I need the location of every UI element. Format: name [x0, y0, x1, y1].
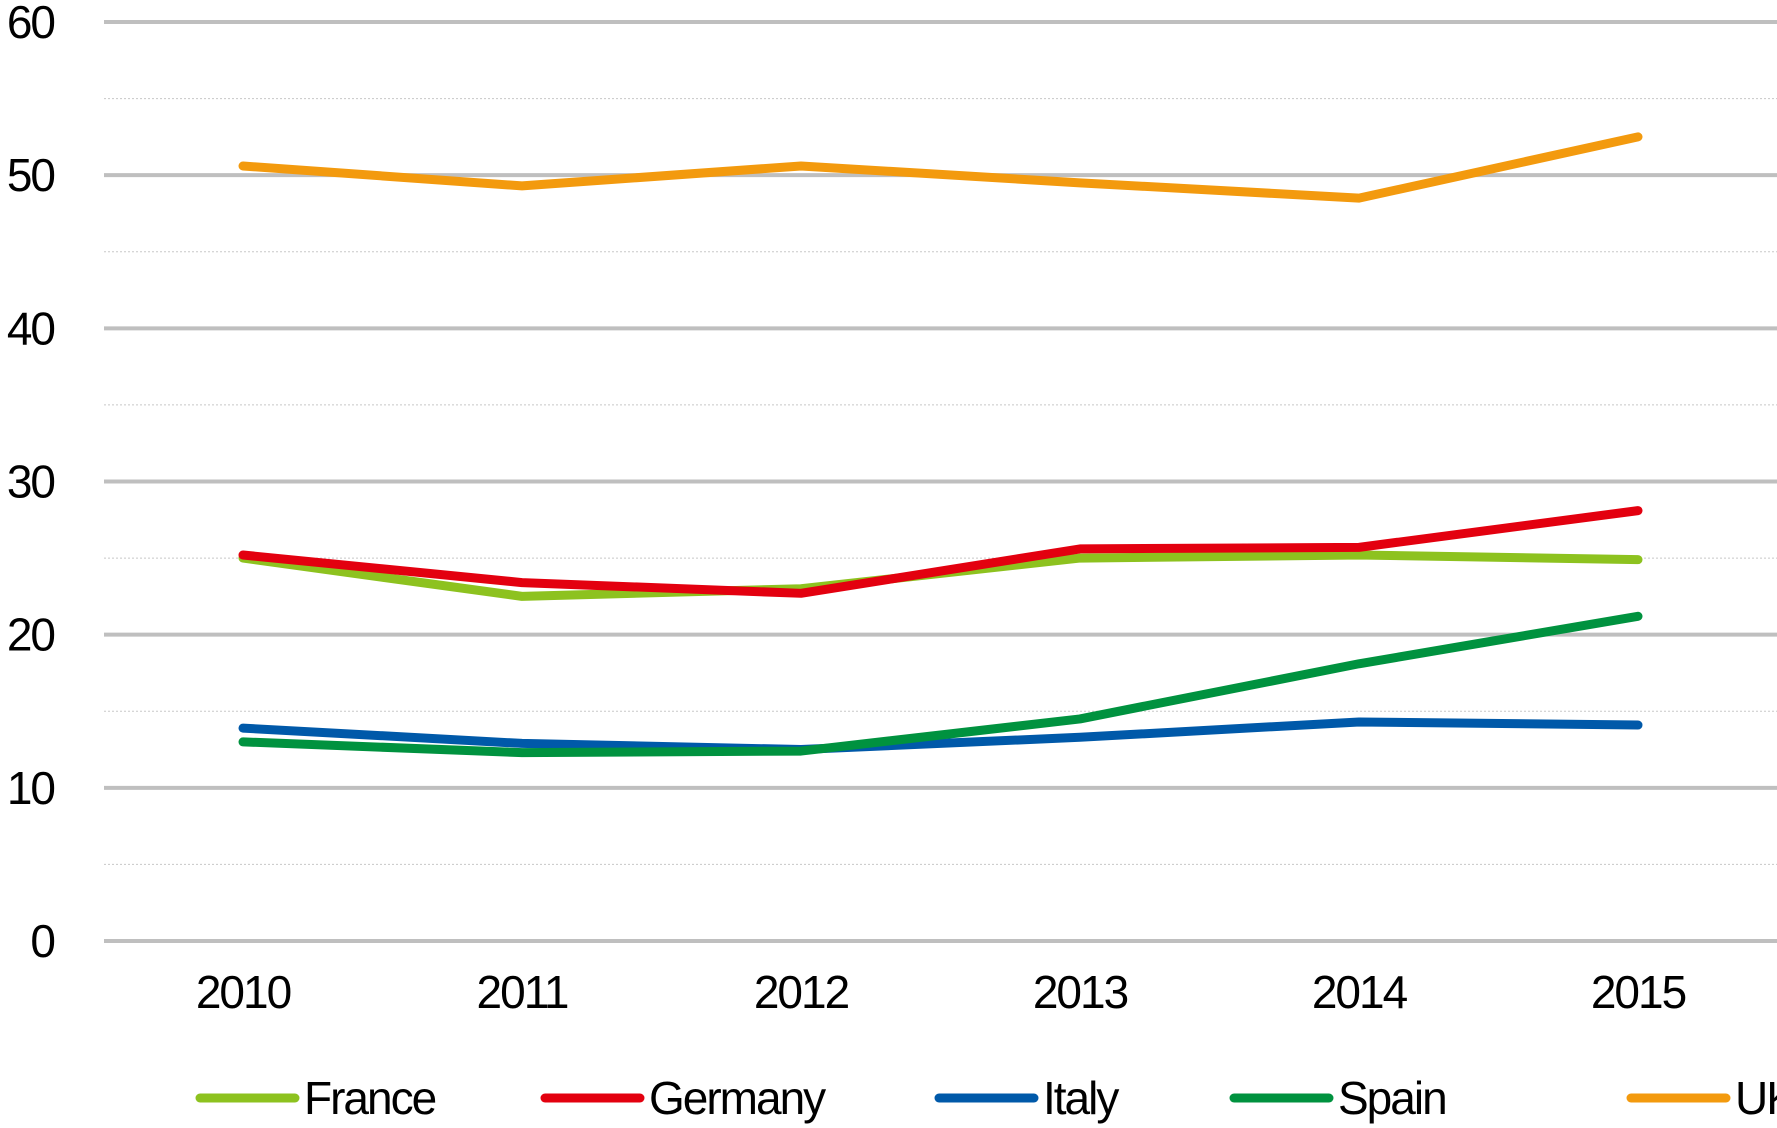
x-tick-label: 2011	[477, 966, 568, 1018]
x-tick-label: 2013	[1033, 966, 1128, 1018]
y-tick-label: 10	[7, 762, 55, 814]
y-tick-label: 30	[7, 456, 55, 508]
series-line-uk	[238, 132, 1643, 203]
series-line-italy	[238, 717, 1643, 755]
x-axis-tick-labels: 2010 2011 2012 2013 2014 2015	[196, 966, 1688, 1018]
y-tick-label: 20	[7, 609, 55, 661]
y-tick-label: 0	[30, 915, 54, 967]
series-line-germany	[238, 506, 1643, 598]
legend-label-france: France	[304, 1072, 436, 1124]
legend-label-italy: Italy	[1043, 1072, 1119, 1124]
series-line-spain	[238, 611, 1643, 758]
y-axis-tick-labels: 0 10 20 30 40 50 60	[7, 0, 57, 967]
x-tick-label: 2010	[196, 966, 291, 1018]
x-tick-label: 2014	[1312, 966, 1408, 1018]
y-tick-label: 40	[7, 302, 55, 354]
legend-label-spain: Spain	[1338, 1072, 1446, 1124]
x-tick-label: 2012	[754, 966, 849, 1018]
y-tick-label: 60	[7, 0, 55, 48]
series-lines	[238, 132, 1643, 758]
y-tick-label: 50	[7, 149, 55, 201]
x-tick-label: 2015	[1591, 966, 1686, 1018]
legend: France Germany Italy Spain UK	[195, 1072, 1777, 1124]
gridlines	[104, 20, 1777, 943]
legend-label-germany: Germany	[649, 1072, 826, 1124]
legend-label-uk: UK	[1735, 1072, 1777, 1124]
